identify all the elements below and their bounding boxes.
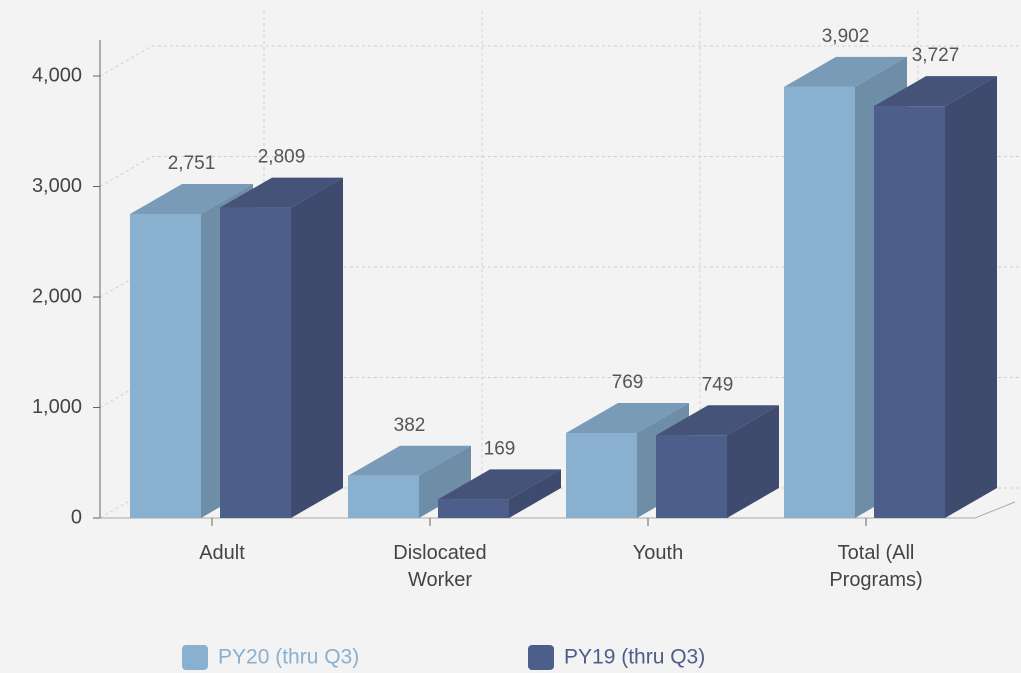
x-tick-label: Adult (199, 542, 245, 564)
value-label: 3,902 (822, 26, 870, 47)
value-label: 382 (394, 415, 426, 436)
legend-label: PY19 (thru Q3) (564, 646, 705, 669)
x-tick-label: Dislocated Worker (393, 542, 487, 591)
x-tick-label: Total (All Programs) (829, 542, 923, 591)
value-label: 769 (612, 372, 644, 393)
bar-front (348, 475, 419, 518)
value-label: 749 (702, 374, 734, 395)
bar-front (874, 106, 945, 518)
bar-side (419, 445, 471, 518)
value-label: 2,751 (168, 153, 216, 174)
value-label: 3,727 (912, 45, 960, 66)
grid-line (99, 156, 1021, 187)
legend-marker (528, 645, 554, 670)
bar-top (220, 177, 343, 208)
y-tick-label: 2,000 (32, 285, 82, 307)
value-label: 169 (484, 438, 516, 459)
y-tick-label: 4,000 (32, 64, 82, 86)
y-tick-label: 3,000 (32, 175, 82, 197)
bar-front (130, 214, 201, 518)
bar-side (945, 76, 997, 518)
bar-front (438, 499, 509, 518)
legend-marker (182, 645, 208, 670)
y-tick-label: 0 (71, 506, 82, 528)
bar-front (656, 435, 727, 518)
bar-top (874, 76, 997, 107)
bar-top (784, 56, 907, 87)
bar-front (784, 86, 855, 518)
bar-top (656, 405, 779, 436)
y-tick-label: 1,000 (32, 396, 82, 418)
bar-top (130, 184, 253, 215)
value-label: 2,809 (258, 147, 306, 168)
bar-side (291, 177, 343, 518)
bar-top (566, 403, 689, 434)
grid-line (99, 45, 1021, 77)
bar-front (566, 433, 637, 518)
bar-side (727, 405, 779, 518)
bar-side (509, 469, 561, 518)
bar-top (348, 445, 471, 476)
x-tick-label: Youth (632, 542, 684, 564)
bar-front (220, 207, 291, 518)
bar-top (438, 469, 561, 500)
legend-label: PY20 (thru Q3) (218, 646, 359, 669)
